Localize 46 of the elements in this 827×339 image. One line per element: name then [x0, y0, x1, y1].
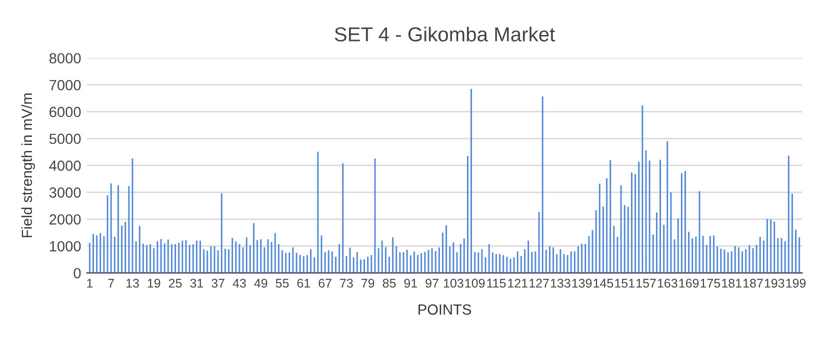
x-tick-label: 97: [426, 278, 438, 288]
chart-title: SET 4 - Gikomba Market: [334, 26, 555, 42]
x-tick-label: 37: [212, 278, 224, 288]
x-tick-label: 193: [764, 278, 784, 288]
x-tick-label: 175: [700, 278, 720, 288]
y-tick-label: 0: [74, 268, 81, 278]
x-tick-label: 103: [444, 278, 464, 288]
x-tick-label: 67: [318, 278, 332, 288]
x-tick-label: 55: [276, 278, 289, 288]
x-tick-label: 91: [404, 278, 417, 288]
x-tick-label: 79: [362, 278, 374, 288]
x-tick-label: 133: [550, 278, 570, 288]
x-tick-label: 19: [148, 278, 160, 288]
x-tick-label: 1: [87, 278, 93, 288]
x-tick-label: 7: [108, 278, 114, 288]
x-tick-label: 109: [465, 278, 485, 288]
y-tick-label: 1000: [50, 241, 81, 252]
x-tick-label: 187: [744, 278, 763, 288]
x-tick-label: 139: [572, 278, 592, 288]
y-tick-label: 2000: [50, 214, 81, 225]
x-tick-label: 115: [487, 278, 506, 288]
x-tick-label: 49: [254, 278, 268, 288]
y-tick-label: 6000: [50, 106, 81, 118]
x-tick-label: 151: [615, 278, 634, 288]
x-tick-label: 31: [190, 278, 204, 288]
x-tick-label: 163: [658, 278, 678, 288]
y-axis-title: Field strength in mV/m: [21, 93, 35, 238]
x-tick-label: 181: [722, 278, 742, 288]
x-tick-label: 127: [530, 278, 549, 288]
x-tick-label: 199: [786, 278, 806, 288]
x-tick-label: 43: [232, 278, 246, 288]
y-tick-label: 4000: [49, 160, 81, 171]
y-tick-label: 3000: [49, 187, 81, 198]
x-tick-label: 25: [168, 278, 182, 288]
x-tick-label: 169: [679, 278, 699, 288]
y-tick-label: 7000: [50, 80, 81, 90]
y-tick-label: 8000: [49, 53, 81, 64]
x-tick-label: 85: [382, 278, 396, 288]
y-tick-label: 5000: [49, 134, 81, 144]
x-tick-label: 73: [340, 278, 353, 288]
x-tick-label: 121: [508, 278, 528, 288]
x-tick-label: 61: [297, 278, 310, 288]
x-axis-title: POINTS: [418, 304, 471, 315]
x-tick-label: 13: [126, 278, 139, 288]
x-tick-label: 157: [636, 278, 656, 288]
x-tick-label: 145: [594, 278, 614, 288]
